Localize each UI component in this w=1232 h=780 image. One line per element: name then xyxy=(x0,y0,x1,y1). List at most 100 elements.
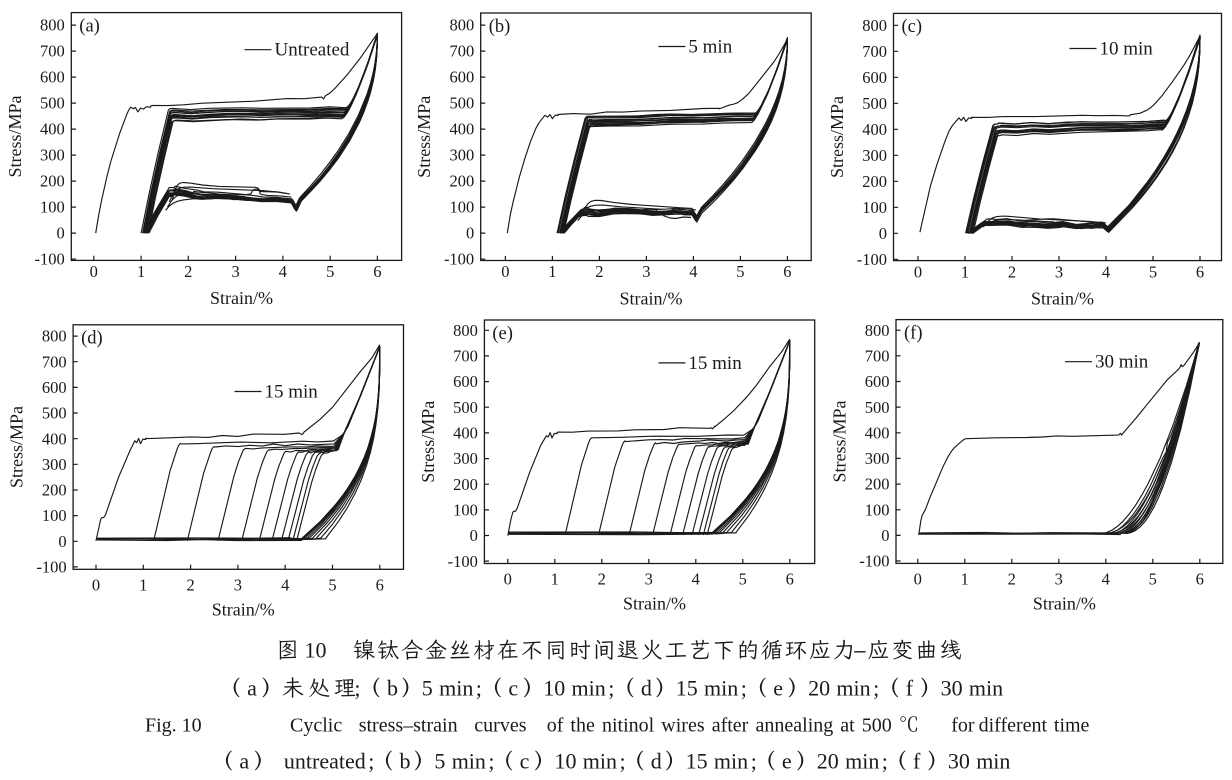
svg-text:700: 700 xyxy=(453,347,478,366)
svg-text:700: 700 xyxy=(449,42,474,61)
svg-text:3: 3 xyxy=(642,262,650,281)
svg-text:a: a xyxy=(239,749,249,774)
svg-text:300: 300 xyxy=(862,146,887,165)
svg-text:Stress/MPa: Stress/MPa xyxy=(830,400,850,482)
svg-text:different: different xyxy=(979,715,1048,737)
svg-text:3: 3 xyxy=(231,262,239,281)
svg-text:of: of xyxy=(547,715,564,737)
svg-text:0: 0 xyxy=(881,526,889,545)
svg-text:Strain/%: Strain/% xyxy=(210,288,273,308)
svg-text:1: 1 xyxy=(139,576,147,595)
svg-text:4: 4 xyxy=(1102,262,1110,281)
svg-text:0: 0 xyxy=(90,262,98,281)
svg-text:;: ; xyxy=(368,749,374,774)
svg-text:5: 5 xyxy=(736,262,744,281)
svg-text:200: 200 xyxy=(42,481,67,500)
svg-text:800: 800 xyxy=(865,321,890,340)
svg-text:4: 4 xyxy=(692,570,700,589)
svg-text:1: 1 xyxy=(551,570,559,589)
svg-text:0: 0 xyxy=(504,570,512,589)
svg-text:5: 5 xyxy=(1149,570,1157,589)
svg-text:-100: -100 xyxy=(448,552,478,571)
svg-text:min: min xyxy=(845,749,879,774)
svg-text:curves: curves xyxy=(474,715,526,737)
svg-text:;: ; xyxy=(354,676,360,701)
svg-text:6: 6 xyxy=(373,262,381,281)
svg-text:1: 1 xyxy=(137,262,145,281)
svg-text:for: for xyxy=(951,715,975,737)
svg-text:;: ; xyxy=(476,676,482,701)
svg-text:300: 300 xyxy=(40,146,65,165)
svg-text:annealing: annealing xyxy=(756,715,834,737)
svg-text:300: 300 xyxy=(449,146,474,165)
svg-text:6: 6 xyxy=(783,262,791,281)
svg-text:500: 500 xyxy=(865,398,890,417)
svg-text:500: 500 xyxy=(42,404,67,423)
svg-text:5: 5 xyxy=(434,749,445,774)
svg-text:0: 0 xyxy=(57,224,65,243)
svg-text:500: 500 xyxy=(862,715,892,737)
svg-text:300: 300 xyxy=(42,455,67,474)
svg-text:Cyclic: Cyclic xyxy=(290,715,342,737)
svg-text:2: 2 xyxy=(598,570,606,589)
svg-text:700: 700 xyxy=(42,352,67,371)
svg-text:at: at xyxy=(840,715,855,737)
svg-text:min: min xyxy=(976,749,1010,774)
svg-text:d: d xyxy=(651,749,662,774)
svg-text:2: 2 xyxy=(186,576,194,595)
svg-text:200: 200 xyxy=(40,172,65,191)
svg-text:;: ; xyxy=(620,749,626,774)
svg-text:Strain/%: Strain/% xyxy=(212,599,275,619)
svg-text:1: 1 xyxy=(961,570,969,589)
svg-text:(a): (a) xyxy=(79,16,100,36)
svg-text:15: 15 xyxy=(686,749,708,774)
svg-text:20: 20 xyxy=(808,676,830,701)
svg-text:700: 700 xyxy=(862,42,887,61)
svg-text:;: ; xyxy=(741,676,747,701)
svg-text:wires: wires xyxy=(661,715,705,737)
svg-text:10: 10 xyxy=(555,749,577,774)
svg-text:0: 0 xyxy=(470,526,478,545)
svg-text:15 min: 15 min xyxy=(265,382,319,403)
svg-text:100: 100 xyxy=(453,501,478,520)
svg-text:min: min xyxy=(969,676,1003,701)
svg-text:0: 0 xyxy=(92,576,100,595)
svg-text:min: min xyxy=(583,749,617,774)
svg-text:600: 600 xyxy=(862,68,887,87)
svg-text:100: 100 xyxy=(42,506,67,525)
svg-text:;: ; xyxy=(873,676,879,701)
svg-text:100: 100 xyxy=(40,198,65,217)
svg-text:Stress/MPa: Stress/MPa xyxy=(5,95,25,177)
svg-text:4: 4 xyxy=(281,576,289,595)
svg-text:200: 200 xyxy=(449,172,474,191)
svg-text:200: 200 xyxy=(453,475,478,494)
svg-text:30: 30 xyxy=(948,749,970,774)
svg-text:the: the xyxy=(570,715,595,737)
svg-text:500: 500 xyxy=(453,398,478,417)
svg-text:min: min xyxy=(704,676,738,701)
svg-text:Stress/MPa: Stress/MPa xyxy=(7,406,27,488)
svg-text:6: 6 xyxy=(786,570,794,589)
svg-text:20: 20 xyxy=(817,749,839,774)
svg-text:c: c xyxy=(508,676,518,701)
svg-text:3: 3 xyxy=(1055,262,1063,281)
svg-text:1: 1 xyxy=(961,262,969,281)
svg-text:Strain/%: Strain/% xyxy=(1031,288,1094,308)
svg-text:30: 30 xyxy=(941,676,963,701)
svg-text:min: min xyxy=(452,749,486,774)
svg-text:700: 700 xyxy=(865,346,890,365)
svg-text:-100: -100 xyxy=(444,250,474,269)
svg-text:2: 2 xyxy=(595,262,603,281)
svg-text:100: 100 xyxy=(449,198,474,217)
svg-text:600: 600 xyxy=(42,378,67,397)
svg-text:(e): (e) xyxy=(492,324,513,344)
svg-text:600: 600 xyxy=(449,68,474,87)
svg-text:800: 800 xyxy=(453,321,478,340)
svg-text:-100: -100 xyxy=(859,552,889,571)
svg-text:1: 1 xyxy=(548,262,556,281)
svg-text:Strain/%: Strain/% xyxy=(620,288,683,308)
svg-text:b: b xyxy=(400,749,411,774)
svg-text:800: 800 xyxy=(862,16,887,35)
svg-text:500: 500 xyxy=(862,94,887,113)
svg-text:10 min: 10 min xyxy=(1100,39,1154,60)
